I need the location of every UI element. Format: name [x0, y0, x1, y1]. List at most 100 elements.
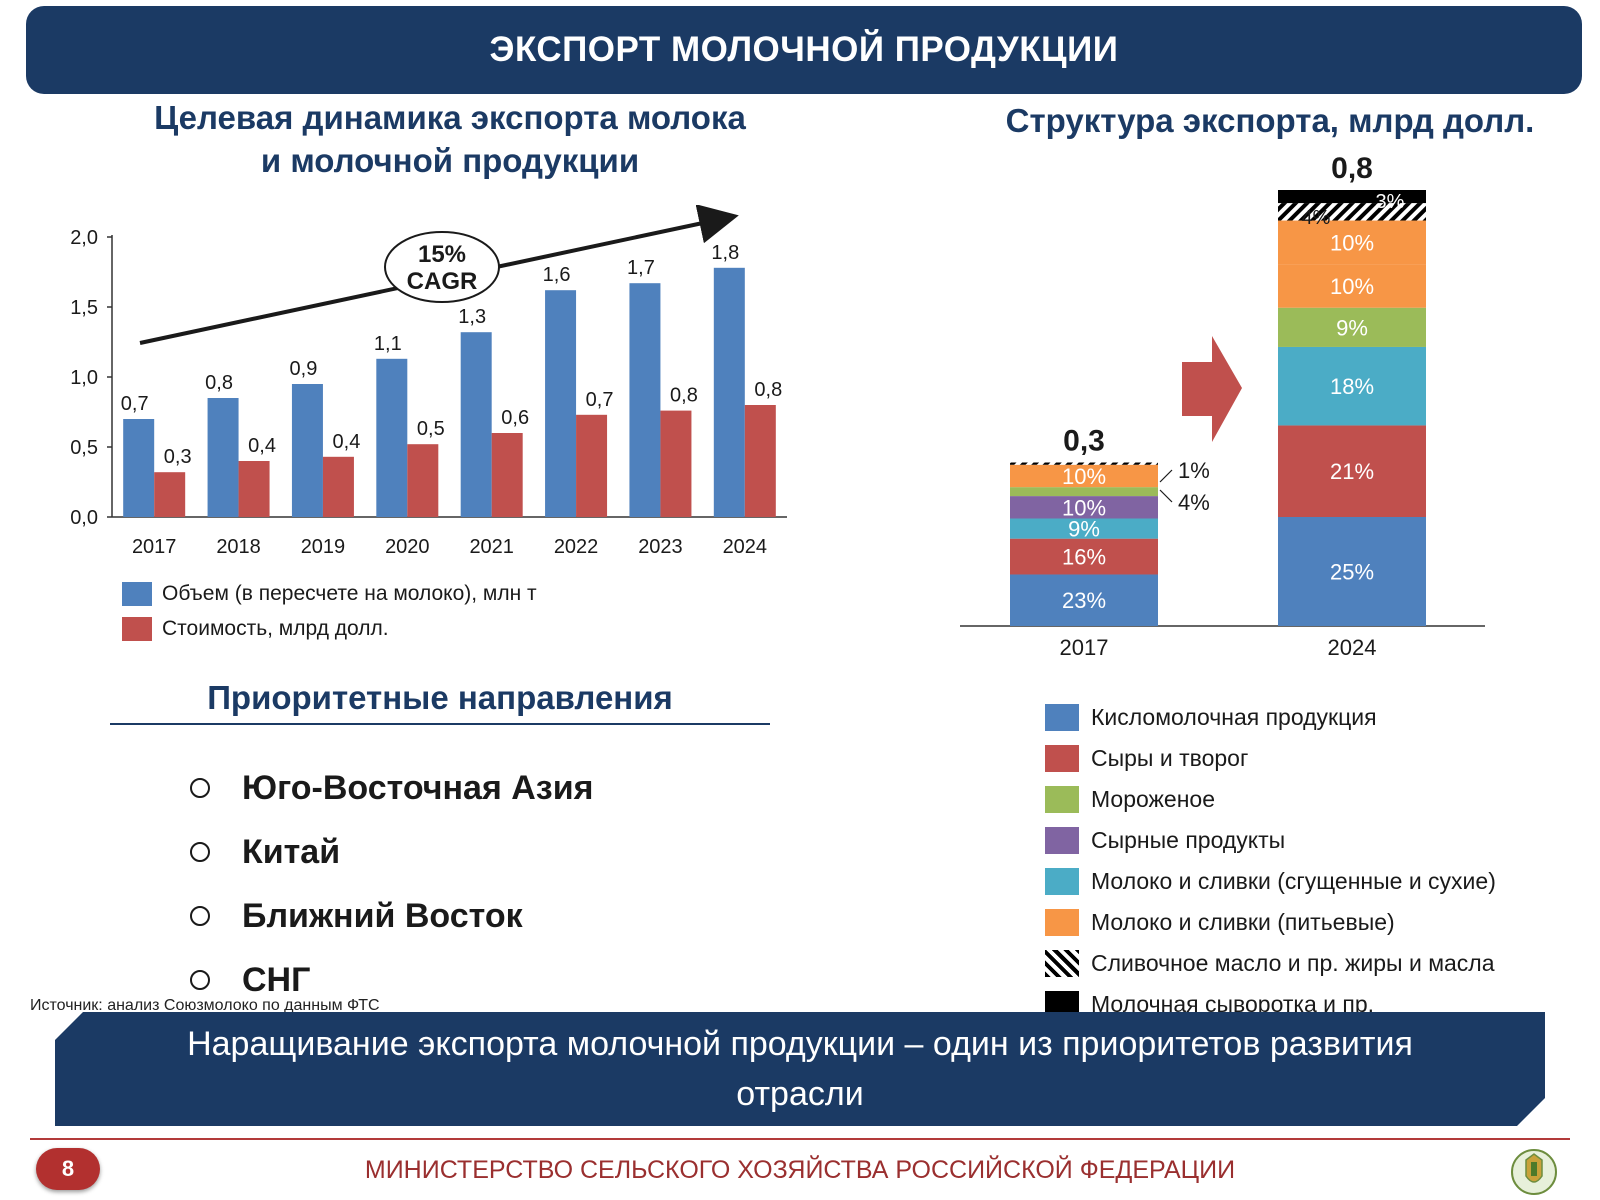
legend-label: Молоко и сливки (сгущенные и сухие) [1091, 868, 1496, 894]
banner-text: Наращивание экспорта молочной продукции … [187, 1025, 1413, 1113]
bar-value-label: 0,9 [290, 358, 318, 380]
stack-segment [1010, 487, 1158, 497]
x-tick-label: 2023 [638, 536, 683, 558]
cagr-bubble [384, 231, 500, 303]
bar [576, 414, 608, 517]
bar-value-label: 1,8 [711, 242, 739, 264]
source-note: Источник: анализ Союзмолоко по данным ФТ… [30, 997, 380, 1014]
stack-segment [1278, 190, 1426, 204]
bar-value-label: 0,5 [417, 418, 445, 440]
legend-item-value: Стоимость, млрд долл. [122, 617, 537, 641]
segment-label: 18% [1330, 374, 1374, 399]
stack-segment [1010, 518, 1158, 539]
priority-list: Юго-Восточная Азия Китай Ближний Восток … [190, 756, 593, 1012]
x-tick-label: 2017 [132, 536, 177, 558]
circle-bullet-icon [190, 970, 210, 990]
cagr-label: 15% [418, 241, 466, 268]
legend-item-butter: Сливочное масло и пр. жиры и масла [1045, 943, 1496, 984]
stack-segment [1278, 517, 1426, 626]
stack-segment [1010, 574, 1158, 626]
bar-value-label: 1,6 [543, 264, 571, 286]
segment-label: 9% [1068, 517, 1100, 542]
footer-ministry-name: МИНИСТЕРСТВО СЕЛЬСКОГО ХОЗЯЙСТВА РОССИЙС… [364, 1156, 1236, 1184]
x-tick-label: 2024 [1328, 635, 1377, 660]
stack-segment [1010, 496, 1158, 519]
list-item: Юго-Восточная Азия [190, 756, 593, 820]
left-chart-title: Целевая динамика экспорта молока и молоч… [154, 99, 746, 179]
legend-item-cheese: Сыры и творог [1045, 738, 1496, 779]
total-label: 0,8 [1331, 152, 1373, 185]
priority-title: Приоритетные направления [207, 679, 673, 716]
legend-swatch [1045, 786, 1079, 813]
leader-line [1159, 469, 1173, 483]
bar-value-label: 0,4 [248, 435, 276, 457]
bar [207, 398, 239, 517]
stack-segment [1010, 464, 1158, 488]
legend-item-fermented: Кисломолочная продукция [1045, 697, 1496, 738]
legend-swatch-value [122, 617, 152, 641]
bar [491, 433, 523, 517]
priority-label: Китай [242, 832, 341, 871]
bar-value-label: 1,1 [374, 333, 402, 355]
bar-value-label: 0,3 [164, 446, 192, 468]
legend-label-volume: Объем (в пересчете на молоко), млн т [162, 582, 537, 605]
page-number-badge: 8 [36, 1148, 100, 1190]
segment-label: 3% [1376, 191, 1405, 213]
bar-value-label: 0,7 [586, 389, 614, 411]
segment-label: 10% [1062, 495, 1106, 520]
stack-segment [1278, 220, 1426, 265]
segment-label: 10% [1062, 464, 1106, 489]
x-tick-label: 2024 [723, 536, 768, 558]
bar [376, 358, 408, 517]
cagr-label: CAGR [407, 268, 478, 295]
segment-label: 4% [1302, 207, 1331, 229]
stack-segment [1278, 346, 1426, 426]
priority-label: СНГ [242, 960, 311, 999]
legend-label: Кисломолочная продукция [1091, 704, 1377, 730]
y-tick-label: 1,0 [70, 367, 98, 389]
circle-bullet-icon [190, 778, 210, 798]
bar [407, 444, 439, 517]
segment-label: 9% [1336, 315, 1368, 340]
ministry-emblem-icon [1511, 1149, 1557, 1195]
bar [154, 472, 186, 517]
segment-label: 16% [1062, 545, 1106, 570]
y-tick-label: 1,5 [70, 297, 98, 319]
bar [123, 419, 155, 517]
circle-bullet-icon [190, 906, 210, 926]
export-dynamics-chart: 0,0 0,5 1,0 1,5 2,0 0,7 0,3 2017 0,8 0,4 2018 0,9 0,… [70, 205, 787, 558]
x-tick-label: 2018 [216, 536, 261, 558]
leader-line [1159, 489, 1173, 503]
legend-item-cheese-products: Сырные продукты [1045, 820, 1496, 861]
growth-arrow-icon [1182, 336, 1242, 442]
list-item: Китай [190, 820, 593, 884]
bar-value-label: 0,8 [205, 372, 233, 394]
left-legend: Объем (в пересчете на молоко), млн т Сто… [122, 582, 537, 652]
segment-label: 10% [1330, 230, 1374, 255]
stack-segment [1278, 264, 1426, 308]
legend-swatch [1045, 745, 1079, 772]
bar-value-label: 1,7 [627, 257, 655, 279]
bar [322, 456, 354, 517]
legend-label: Сливочное масло и пр. жиры и масла [1091, 950, 1495, 976]
x-tick-label: 2019 [301, 536, 346, 558]
legend-label: Сырные продукты [1091, 827, 1286, 853]
footer-divider [30, 1138, 1570, 1140]
page-number: 8 [61, 1156, 75, 1181]
priority-divider [110, 723, 770, 725]
legend-label: Мороженое [1091, 786, 1215, 812]
legend-label: Сыры и творог [1091, 745, 1249, 771]
y-tick-label: 2,0 [70, 227, 98, 249]
page-title: ЭКСПОРТ МОЛОЧНОЙ ПРОДУКЦИИ [489, 30, 1119, 69]
segment-label: 1% [1178, 458, 1210, 483]
stack-segment [1278, 203, 1426, 221]
bar-value-label: 0,6 [501, 407, 529, 429]
legend-swatch [1045, 909, 1079, 936]
bar [660, 410, 692, 517]
bar [460, 332, 492, 517]
priority-label: Юго-Восточная Азия [242, 768, 594, 807]
legend-swatch [1045, 868, 1079, 895]
legend-swatch [1045, 950, 1079, 977]
bar [545, 290, 577, 517]
list-item: Ближний Восток [190, 884, 593, 948]
